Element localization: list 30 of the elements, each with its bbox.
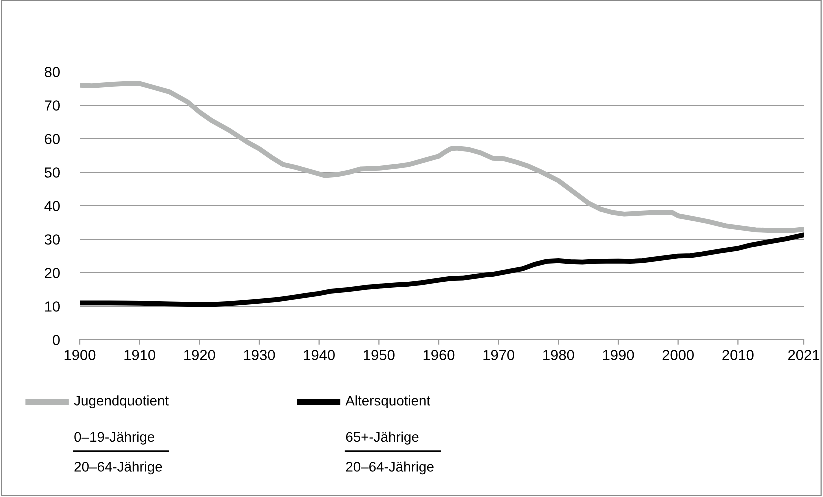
x-tick-label: 1960 xyxy=(424,350,455,360)
x-tick-label: 2021 xyxy=(788,350,820,360)
text: 65+-Jährige xyxy=(346,432,419,445)
x-tick-label: 1930 xyxy=(244,350,276,360)
text: 20–64-Jährige xyxy=(346,462,434,475)
x-tick-label: 1980 xyxy=(544,350,574,360)
y-tick-label: 70 xyxy=(45,100,60,111)
x-tick-label: 2010 xyxy=(722,350,754,360)
x-tick-label: 1910 xyxy=(124,350,156,360)
x-tick-label: 1920 xyxy=(184,350,216,360)
y-tick-label: 20 xyxy=(45,268,60,278)
y-tick-label: 80 xyxy=(44,67,60,78)
y-tick-label: 30 xyxy=(44,234,60,245)
x-tick-label: 1900 xyxy=(64,350,96,360)
x-tick-label: 1970 xyxy=(484,350,514,360)
y-tick-label: 40 xyxy=(44,201,60,212)
text: 0–19-Jährige xyxy=(74,432,155,445)
x-tick-label: 1990 xyxy=(603,350,634,360)
text: 20–64-Jährige xyxy=(74,462,162,475)
x-tick-label: 1940 xyxy=(304,350,335,360)
y-tick-label: 50 xyxy=(44,168,60,178)
y-tick-label: 60 xyxy=(45,134,60,144)
y-tick-label: 0 xyxy=(53,335,60,346)
legend-label: Jugendquotient xyxy=(74,396,169,409)
x-tick-label: 1950 xyxy=(364,350,395,360)
legend-label: Altersquotient xyxy=(346,396,430,409)
x-tick-label: 2000 xyxy=(662,350,694,360)
line-series xyxy=(80,232,804,308)
y-tick-label: 10 xyxy=(45,302,60,312)
line-series xyxy=(80,81,804,234)
